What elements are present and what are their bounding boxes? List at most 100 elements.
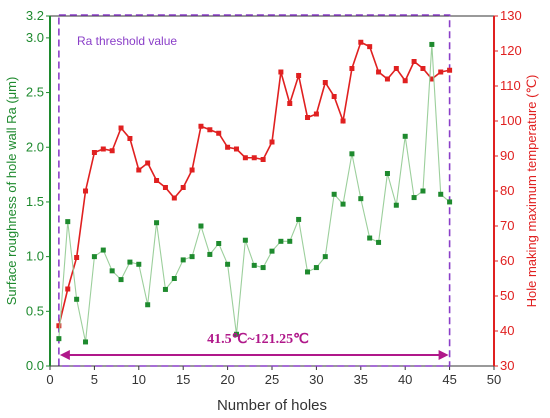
left-tick-label: 2.5	[26, 85, 44, 100]
roughness-point	[109, 268, 115, 274]
right-axis-title: Hole making maximum temperature (℃)	[524, 75, 539, 308]
temperature-point	[376, 69, 382, 75]
x-tick-label: 50	[487, 372, 501, 387]
roughness-point	[269, 248, 275, 254]
temperature-point	[384, 76, 390, 82]
temperature-point	[136, 167, 142, 173]
temperature-point	[233, 146, 239, 152]
temperature-point	[171, 195, 177, 201]
roughness-point	[376, 239, 382, 245]
temperature-point	[349, 66, 355, 71]
roughness-point	[225, 261, 231, 267]
roughness-point	[358, 196, 364, 202]
right-tick-label: 60	[500, 253, 514, 268]
roughness-point	[447, 199, 453, 205]
threshold-box	[58, 14, 451, 367]
roughness-point	[429, 41, 435, 47]
roughness-point	[162, 286, 168, 292]
left-tick-label: 0.5	[26, 303, 44, 318]
temperature-point	[358, 39, 364, 45]
roughness-point	[198, 223, 204, 229]
x-axis-ticks: 0 5 10 15 20 25 30 35 40 45 50	[46, 366, 501, 387]
temperature-point	[287, 101, 293, 106]
right-tick-label: 120	[500, 43, 522, 58]
temperature-point	[109, 148, 115, 154]
temperature-point	[305, 115, 311, 120]
roughness-point	[402, 133, 408, 139]
temperature-point	[216, 130, 222, 136]
roughness-point	[207, 251, 213, 257]
roughness-point	[384, 171, 390, 176]
x-tick-label: 15	[176, 372, 190, 387]
x-tick-label: 10	[132, 372, 146, 387]
roughness-point	[349, 151, 355, 157]
roughness-point	[340, 201, 346, 207]
temperature-point	[242, 155, 248, 161]
range-arrow-left-head	[59, 350, 70, 360]
temperature-point	[429, 76, 435, 82]
right-tick-label: 70	[500, 218, 514, 233]
temperature-point	[65, 286, 71, 292]
roughness-point	[74, 296, 80, 302]
left-axis-ticks: 0.0 0.5 1.0 1.5 2.0 2.5 3.0 3.2	[26, 8, 50, 373]
temperature-point	[162, 185, 168, 190]
range-arrow-right-head	[438, 350, 449, 360]
right-tick-label: 40	[500, 323, 514, 338]
right-tick-label: 130	[500, 8, 522, 23]
temperature-point	[145, 160, 151, 166]
temperature-series	[56, 39, 453, 329]
temperature-point	[189, 167, 195, 173]
temperature-point	[411, 59, 417, 64]
temperature-point	[127, 136, 133, 141]
roughness-point	[154, 220, 160, 226]
roughness-point	[438, 191, 444, 197]
roughness-point	[331, 191, 337, 197]
left-axis-title: Surface roughness of hole wall Ra (μm)	[4, 77, 19, 306]
roughness-point	[313, 265, 319, 271]
roughness-point	[287, 238, 293, 244]
left-tick-label: 1.5	[26, 194, 44, 209]
roughness-point	[100, 247, 106, 253]
left-tick-label: 0.0	[26, 358, 44, 373]
temperature-point	[269, 139, 275, 145]
roughness-point	[189, 254, 195, 260]
left-tick-label: 3.2	[26, 8, 44, 23]
roughness-point	[411, 195, 417, 201]
roughness-point	[367, 235, 373, 241]
temperature-point	[180, 185, 186, 190]
roughness-point	[91, 254, 97, 260]
temperature-point	[251, 155, 257, 161]
right-tick-label: 110	[500, 78, 521, 93]
x-tick-label: 40	[398, 372, 412, 387]
temperature-point	[83, 188, 89, 194]
roughness-point	[136, 261, 142, 267]
roughness-point	[216, 241, 222, 246]
roughness-point	[127, 259, 133, 265]
roughness-point	[251, 262, 257, 268]
temperature-point	[420, 66, 426, 71]
left-tick-label: 2.0	[26, 139, 44, 154]
temperature-point	[340, 118, 346, 124]
roughness-point	[145, 302, 151, 308]
temperature-point	[91, 150, 97, 155]
x-tick-label: 0	[46, 372, 53, 387]
roughness-point	[65, 219, 71, 225]
right-tick-label: 30	[500, 358, 514, 373]
temperature-point	[438, 69, 444, 75]
temperature-point	[100, 146, 106, 152]
temperature-point	[260, 157, 266, 162]
threshold-label: Ra threshold value	[77, 34, 177, 48]
roughness-point	[118, 277, 124, 283]
right-tick-label: 50	[500, 288, 514, 303]
x-tick-label: 35	[354, 372, 368, 387]
x-tick-label: 20	[220, 372, 234, 387]
temperature-range-arrow	[59, 350, 449, 360]
roughness-point	[180, 257, 186, 263]
roughness-point	[171, 276, 177, 281]
temperature-point	[278, 69, 284, 75]
roughness-point	[233, 331, 239, 337]
temperature-point	[367, 44, 373, 50]
roughness-point	[278, 238, 284, 244]
temperature-point	[447, 67, 453, 73]
